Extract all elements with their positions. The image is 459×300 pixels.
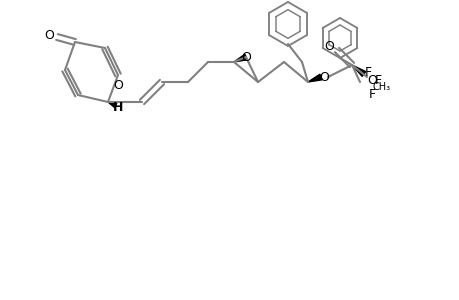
Text: H: H <box>112 100 123 113</box>
Polygon shape <box>234 54 246 62</box>
Text: O: O <box>113 79 123 92</box>
Polygon shape <box>351 65 365 76</box>
Polygon shape <box>108 102 117 108</box>
Text: O: O <box>319 70 328 83</box>
Text: O: O <box>323 40 333 52</box>
Text: O: O <box>241 50 251 64</box>
Text: F: F <box>364 65 371 79</box>
Text: O: O <box>366 74 376 86</box>
Polygon shape <box>308 74 321 82</box>
Text: F: F <box>368 88 375 100</box>
Text: F: F <box>374 74 381 86</box>
Text: O: O <box>44 28 54 41</box>
Text: CH₃: CH₃ <box>372 82 390 92</box>
